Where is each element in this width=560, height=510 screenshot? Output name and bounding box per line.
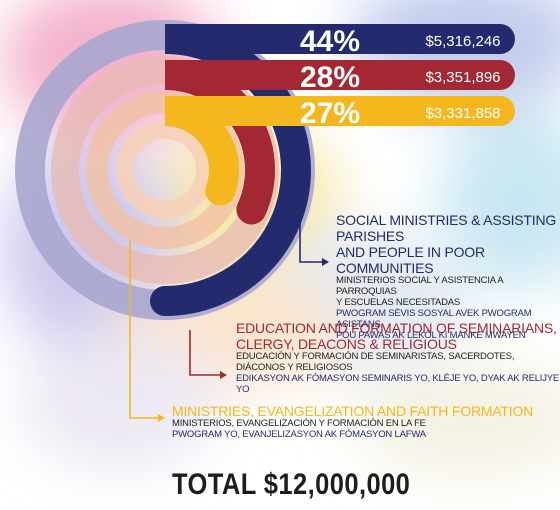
- leader-arrow-1: [322, 258, 329, 266]
- category-creole-line-1: PWOGRAM SÈVIS SOSYAL AVEK PWOGRAM ASISTA…: [336, 308, 532, 331]
- category-spanish-line-1: MINISTERIOS SOCIAL Y ASISTENCIA A PARROQ…: [336, 275, 503, 298]
- category-spanish-line-1: MINISTERIOS, EVANGELIZACIÓN Y FORMACIÓN …: [172, 418, 426, 430]
- category-label-3: MINISTRIES, EVANGELIZATION AND FAITH FOR…: [172, 403, 533, 441]
- category-creole-line-1: EDIKASYON AK FÒMASYON SEMINARIS YO, KLÈJ…: [236, 373, 560, 395]
- category-title-line-2: AND PEOPLE IN POOR COMMUNITIES: [336, 244, 485, 277]
- category-title-line-2: CLERGY, DEACONS & RELIGIOUS: [236, 336, 457, 353]
- series-amount-3: $3,331,858: [425, 105, 500, 122]
- category-label-1: SOCIAL MINISTRIES & ASSISTING PARISHES AN…: [336, 212, 560, 342]
- category-spanish-line-2: Y ESCUELAS NECESITADAS: [336, 297, 461, 309]
- leader-line-3: [129, 240, 158, 419]
- leader-line-1: [299, 215, 322, 263]
- category-creole-line-2: POU PAWAS AK LEKÒL KI MANKE MWAYEN: [336, 329, 526, 341]
- leader-arrow-3: [158, 414, 165, 422]
- series-bar-1: [150, 24, 515, 316]
- category-title-line-1: EDUCATION AND FORMATION OF SEMINARIANS,: [236, 320, 557, 336]
- background-ring-4: [116, 121, 214, 219]
- category-creole-line-1: PWOGRAM YO, EVANJELIZASYON AK FÒMASYON L…: [172, 429, 426, 441]
- series-bar-3: [164, 96, 515, 206]
- series-percent-1: 44%: [300, 25, 360, 58]
- leader-line-2: [189, 330, 220, 376]
- series-percent-3: 27%: [300, 97, 360, 130]
- category-title-line-1: MINISTRIES, EVANGELIZATION AND FAITH FOR…: [172, 403, 534, 419]
- total-label: TOTAL $12,000,000: [172, 468, 411, 501]
- series-percent-2: 28%: [300, 61, 360, 94]
- leader-arrow-2: [220, 371, 227, 379]
- category-title-line-1: SOCIAL MINISTRIES & ASSISTING PARISHES: [336, 212, 557, 245]
- series-amount-2: $3,351,896: [425, 69, 500, 86]
- category-spanish-line-1: EDUCACIÓN Y FORMACIÓN DE SEMINARISTAS, S…: [236, 351, 515, 374]
- category-label-2: EDUCATION AND FORMATION OF SEMINARIANS, C…: [236, 320, 560, 396]
- series-amount-1: $5,316,246: [425, 33, 500, 50]
